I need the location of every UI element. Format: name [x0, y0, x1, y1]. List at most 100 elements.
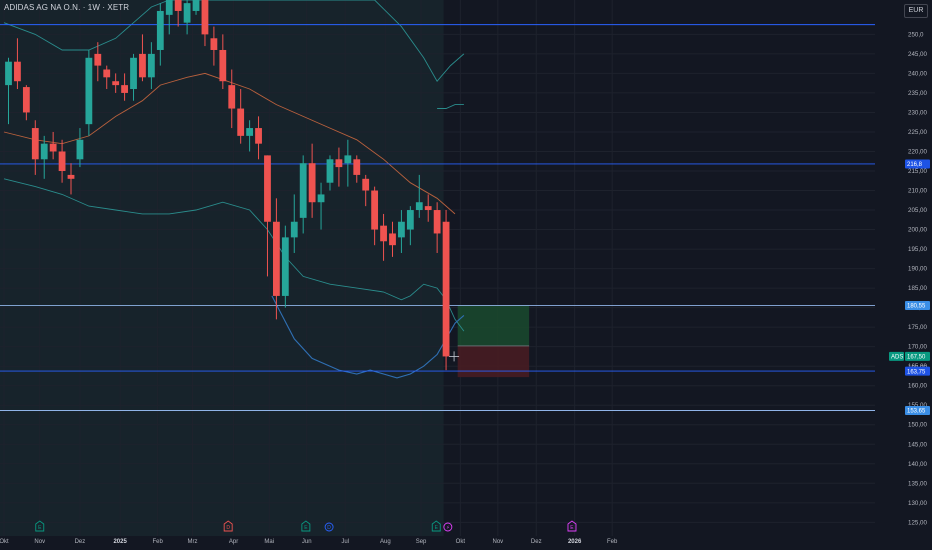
time-axis-label: Feb	[152, 539, 163, 545]
price-axis[interactable]: 125,00 130,00 135,00 140,00 145,00 150,00 155,…	[908, 31, 927, 526]
earnings-event-icon[interactable]: E	[431, 520, 441, 532]
price-axis-label: 125,00	[908, 519, 927, 526]
candle-body	[219, 49, 227, 82]
candle-body	[228, 85, 236, 109]
candle-body	[210, 38, 218, 50]
event-letter: E	[435, 525, 439, 531]
candle	[406, 206, 414, 246]
time-axis-label: 2026	[568, 539, 582, 545]
candle-body	[201, 0, 209, 35]
candle	[228, 69, 236, 129]
candle-body	[371, 190, 379, 230]
time-axis-label: Okt	[0, 539, 9, 545]
horizontal-lines[interactable]	[0, 24, 875, 411]
currency-button[interactable]: EUR	[904, 4, 928, 18]
candle-body	[281, 237, 289, 296]
candle-body	[14, 61, 21, 82]
event-letter: D	[226, 525, 230, 531]
candle	[415, 174, 423, 218]
event-shape	[223, 520, 233, 532]
candle-body	[40, 143, 48, 160]
dividend-event-icon[interactable]: D	[324, 522, 334, 532]
price-label-text: 216,8	[907, 162, 923, 168]
long-position-tool[interactable]	[457, 305, 530, 378]
candle-body	[85, 57, 93, 125]
price-axis-label: 190,00	[908, 266, 927, 273]
time-axis-label: Apr	[229, 539, 238, 545]
price-axis-label: 220,00	[908, 148, 927, 155]
candle	[67, 163, 75, 195]
candle	[103, 65, 111, 90]
split-event-icon[interactable]: ⚡	[443, 522, 453, 532]
chart-title: ADIDAS AG NA O.N. · 1W · XETR	[4, 3, 130, 12]
candle-body	[121, 85, 128, 93]
candle-body	[273, 221, 280, 296]
earnings-event-icon[interactable]: E	[301, 520, 311, 532]
candle	[371, 186, 379, 246]
candle	[326, 155, 334, 191]
candle-body	[112, 81, 120, 86]
candle-body	[326, 159, 334, 183]
dividend-event-icon[interactable]: D	[223, 520, 233, 532]
candle	[433, 202, 441, 253]
time-axis-label: Nov	[493, 539, 504, 545]
price-label-text: 167,50	[907, 355, 926, 361]
candle	[308, 143, 316, 218]
profit-zone[interactable]	[457, 305, 530, 346]
candle	[219, 34, 227, 90]
time-axis-label: Mrz	[187, 539, 197, 545]
event-shape	[301, 520, 311, 532]
earnings-event-icon[interactable]: E	[567, 520, 577, 532]
candle	[147, 42, 155, 90]
price-axis-label: 240,00	[908, 70, 927, 77]
candle	[442, 210, 450, 371]
candle	[49, 131, 57, 160]
price-axis-label: 205,00	[908, 207, 927, 214]
event-circle	[443, 522, 453, 532]
candle	[389, 221, 396, 257]
moving-average-line	[3, 72, 456, 215]
candle	[424, 194, 432, 222]
time-axis-label: Dez	[75, 539, 86, 545]
time-axis-label: Aug	[380, 539, 391, 545]
event-markers[interactable]: E D E D E ⚡ E	[35, 520, 577, 532]
price-axis-label: 245,00	[908, 51, 927, 58]
candle	[290, 194, 298, 253]
candle-body	[406, 210, 414, 230]
earnings-event-icon[interactable]: E	[35, 520, 45, 532]
time-axis-label: 2025	[113, 539, 127, 545]
candle	[335, 147, 343, 187]
time-axis-label: Feb	[607, 539, 618, 545]
candle-body	[130, 57, 137, 90]
event-letter: ⚡	[446, 525, 450, 531]
candle	[121, 73, 128, 101]
stop-zone[interactable]	[457, 345, 530, 378]
candle	[353, 155, 361, 183]
candle-body	[103, 69, 111, 78]
candle-body	[335, 159, 343, 168]
candle	[362, 174, 370, 207]
candle-body	[165, 0, 173, 15]
price-label-box	[905, 405, 930, 415]
candle-body	[31, 128, 39, 160]
candle	[139, 34, 146, 82]
price-label-box	[905, 366, 930, 376]
grid	[0, 0, 875, 536]
candle	[165, 0, 173, 35]
time-axis[interactable]: Okt Nov Dez 2025 Feb Mrz Apr Mai Jun Jul Aug Sep Okt…	[0, 539, 618, 545]
inner-upper-band-line	[437, 104, 464, 109]
time-axis-label: Mai	[264, 539, 274, 545]
candle	[130, 53, 137, 101]
candle-body	[442, 221, 450, 357]
upper-band-line	[3, 0, 465, 82]
price-axis-label: 150,00	[908, 422, 927, 429]
price-axis-label: 215,00	[908, 168, 927, 175]
candle	[156, 3, 164, 66]
price-axis-label: 225,00	[908, 129, 927, 136]
event-shape	[35, 520, 45, 532]
event-circle	[324, 522, 334, 532]
candle-body	[5, 61, 12, 86]
candle	[273, 198, 280, 320]
candle	[255, 116, 262, 160]
